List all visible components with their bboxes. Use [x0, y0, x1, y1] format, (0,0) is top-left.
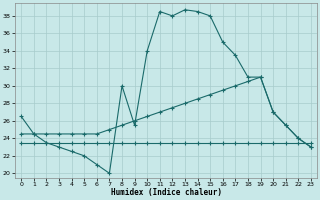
X-axis label: Humidex (Indice chaleur): Humidex (Indice chaleur) [111, 188, 221, 197]
